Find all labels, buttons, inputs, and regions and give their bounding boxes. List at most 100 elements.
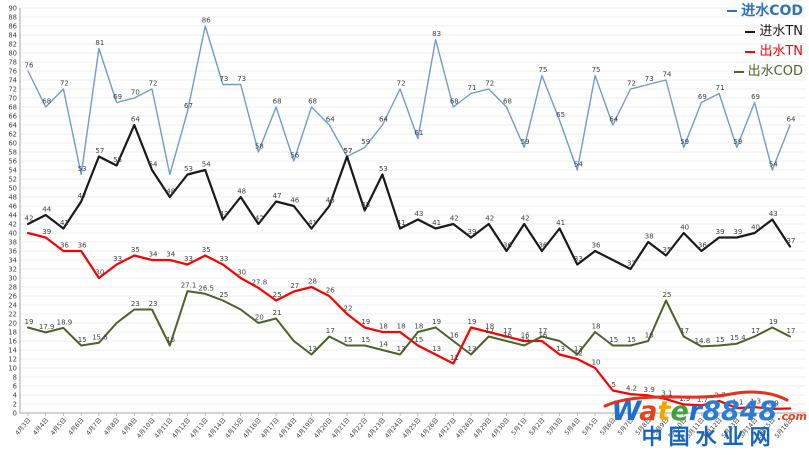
y-axis-tick-label: 46 (8, 202, 17, 210)
legend-item-出水COD: 出水COD (727, 65, 803, 78)
data-label-出水TN: 1.9 (679, 395, 690, 403)
data-label-进水TN: 53 (184, 165, 193, 173)
data-label-进水TN: 57 (95, 147, 104, 155)
x-axis-tick-label: 5月16日 (774, 417, 795, 440)
x-axis-tick-label: 5月7日 (617, 417, 635, 437)
data-label-出水TN: 1.1 (732, 399, 743, 407)
y-axis-tick-label: 76 (8, 67, 17, 75)
y-axis-tick-label: 32 (8, 265, 17, 273)
data-label-出水COD: 16 (450, 332, 459, 340)
y-axis-tick-label: 84 (8, 31, 17, 39)
data-label-进水COD: 67 (184, 102, 193, 110)
x-axis-tick-label: 4月3日 (14, 417, 32, 437)
data-label-出水COD: 17 (680, 327, 689, 335)
data-label-进水COD: 59 (733, 138, 742, 146)
data-label-进水COD: 59 (361, 138, 370, 146)
data-label-进水TN: 55 (113, 156, 122, 164)
y-axis-tick-label: 36 (8, 247, 17, 255)
y-axis-tick-label: 78 (8, 58, 17, 66)
data-label-进水TN: 44 (42, 206, 51, 214)
data-label-出水COD: 17.9 (39, 323, 55, 331)
data-label-出水TN: 3.9 (644, 386, 655, 394)
data-label-进水COD: 71 (468, 84, 477, 92)
data-label-进水TN: 46 (290, 197, 299, 205)
data-label-进水TN: 33 (574, 255, 583, 263)
data-label-进水COD: 65 (556, 111, 565, 119)
y-axis-tick-label: 86 (8, 22, 17, 30)
data-label-出水TN: 34 (149, 251, 158, 259)
y-axis-tick-label: 70 (8, 94, 17, 102)
data-label-出水TN: 1.3 (750, 398, 761, 406)
data-label-出水COD: 16 (503, 332, 512, 340)
data-label-出水COD: 27.1 (181, 282, 197, 290)
data-label-出水TN: 33 (219, 255, 228, 263)
data-label-出水COD: 14 (379, 341, 388, 349)
legend-dash-icon (733, 70, 744, 73)
data-label-进水TN: 43 (219, 210, 228, 218)
y-axis-tick-label: 12 (8, 355, 17, 363)
data-label-进水COD: 64 (609, 116, 618, 124)
data-label-进水COD: 59 (680, 138, 689, 146)
data-label-进水TN: 39 (468, 228, 477, 236)
y-axis-tick-label: 14 (8, 346, 17, 354)
data-label-出水TN: 19 (468, 318, 477, 326)
y-axis-tick-label: 62 (8, 130, 17, 138)
data-label-出水TN: 39 (42, 228, 51, 236)
data-label-出水COD: 15.4 (730, 334, 746, 342)
data-label-出水TN: 28 (308, 278, 317, 286)
data-label-出水COD: 17 (787, 327, 796, 335)
x-axis-tick-label: 5月4日 (564, 417, 582, 437)
data-label-出水TN: 33 (113, 255, 122, 263)
data-label-出水TN: 10 (592, 359, 601, 367)
y-axis-tick-label: 80 (8, 49, 17, 57)
data-label-进水TN: 41 (308, 219, 317, 227)
data-label-进水TN: 54 (202, 161, 211, 169)
data-label-出水COD: 15 (361, 336, 370, 344)
y-axis-tick-label: 34 (8, 256, 17, 264)
data-label-进水COD: 64 (326, 116, 335, 124)
data-label-进水TN: 43 (414, 210, 423, 218)
y-axis-tick-label: 52 (8, 175, 17, 183)
data-label-出水COD: 13 (397, 345, 406, 353)
y-axis-tick-label: 54 (8, 166, 17, 174)
data-label-出水TN: 1.7 (697, 396, 708, 404)
data-label-出水TN: 25 (273, 291, 282, 299)
data-label-进水COD: 68 (308, 98, 317, 106)
data-label-进水TN: 36 (592, 242, 601, 250)
data-label-出水COD: 16 (645, 332, 654, 340)
data-label-出水COD: 17 (751, 327, 760, 335)
data-label-出水COD: 15 (609, 336, 618, 344)
data-label-出水TN: 34 (166, 251, 175, 259)
data-label-进水TN: 39 (733, 228, 742, 236)
data-label-进水COD: 86 (202, 17, 211, 25)
data-label-出水COD: 17 (326, 327, 335, 335)
data-label-出水TN: 16 (521, 332, 530, 340)
data-label-出水TN: 36 (78, 242, 87, 250)
data-label-进水TN: 36 (698, 242, 707, 250)
x-axis-tick-label: 5月1日 (510, 417, 528, 437)
data-label-出水COD: 19 (432, 318, 441, 326)
data-label-出水TN: 13 (556, 345, 565, 353)
data-label-出水COD: 15.6 (92, 333, 108, 341)
y-axis-tick-label: 48 (8, 193, 17, 201)
data-label-进水TN: 45 (361, 201, 370, 209)
data-label-出水TN: 3.1 (661, 390, 672, 398)
y-axis-tick-label: 50 (8, 184, 17, 192)
legend-dash-icon (745, 50, 756, 53)
x-axis-tick-label: 5月5日 (581, 417, 599, 437)
data-label-出水COD: 15 (716, 336, 725, 344)
data-label-进水TN: 39 (716, 228, 725, 236)
data-label-出水TN: 17 (503, 327, 512, 335)
data-label-出水COD: 19 (25, 318, 34, 326)
y-axis-tick-label: 42 (8, 220, 17, 228)
data-label-进水TN: 48 (166, 188, 175, 196)
data-label-进水TN: 46 (326, 197, 335, 205)
data-label-进水COD: 71 (716, 84, 725, 92)
data-label-进水COD: 69 (751, 93, 760, 101)
data-label-出水COD: 15 (344, 336, 353, 344)
data-label-出水COD: 26.5 (198, 284, 214, 292)
x-axis-tick-label: 4月7日 (85, 417, 103, 437)
data-label-进水COD: 54 (574, 161, 583, 169)
data-label-进水COD: 75 (592, 66, 601, 74)
data-label-出水COD: 15 (521, 336, 530, 344)
